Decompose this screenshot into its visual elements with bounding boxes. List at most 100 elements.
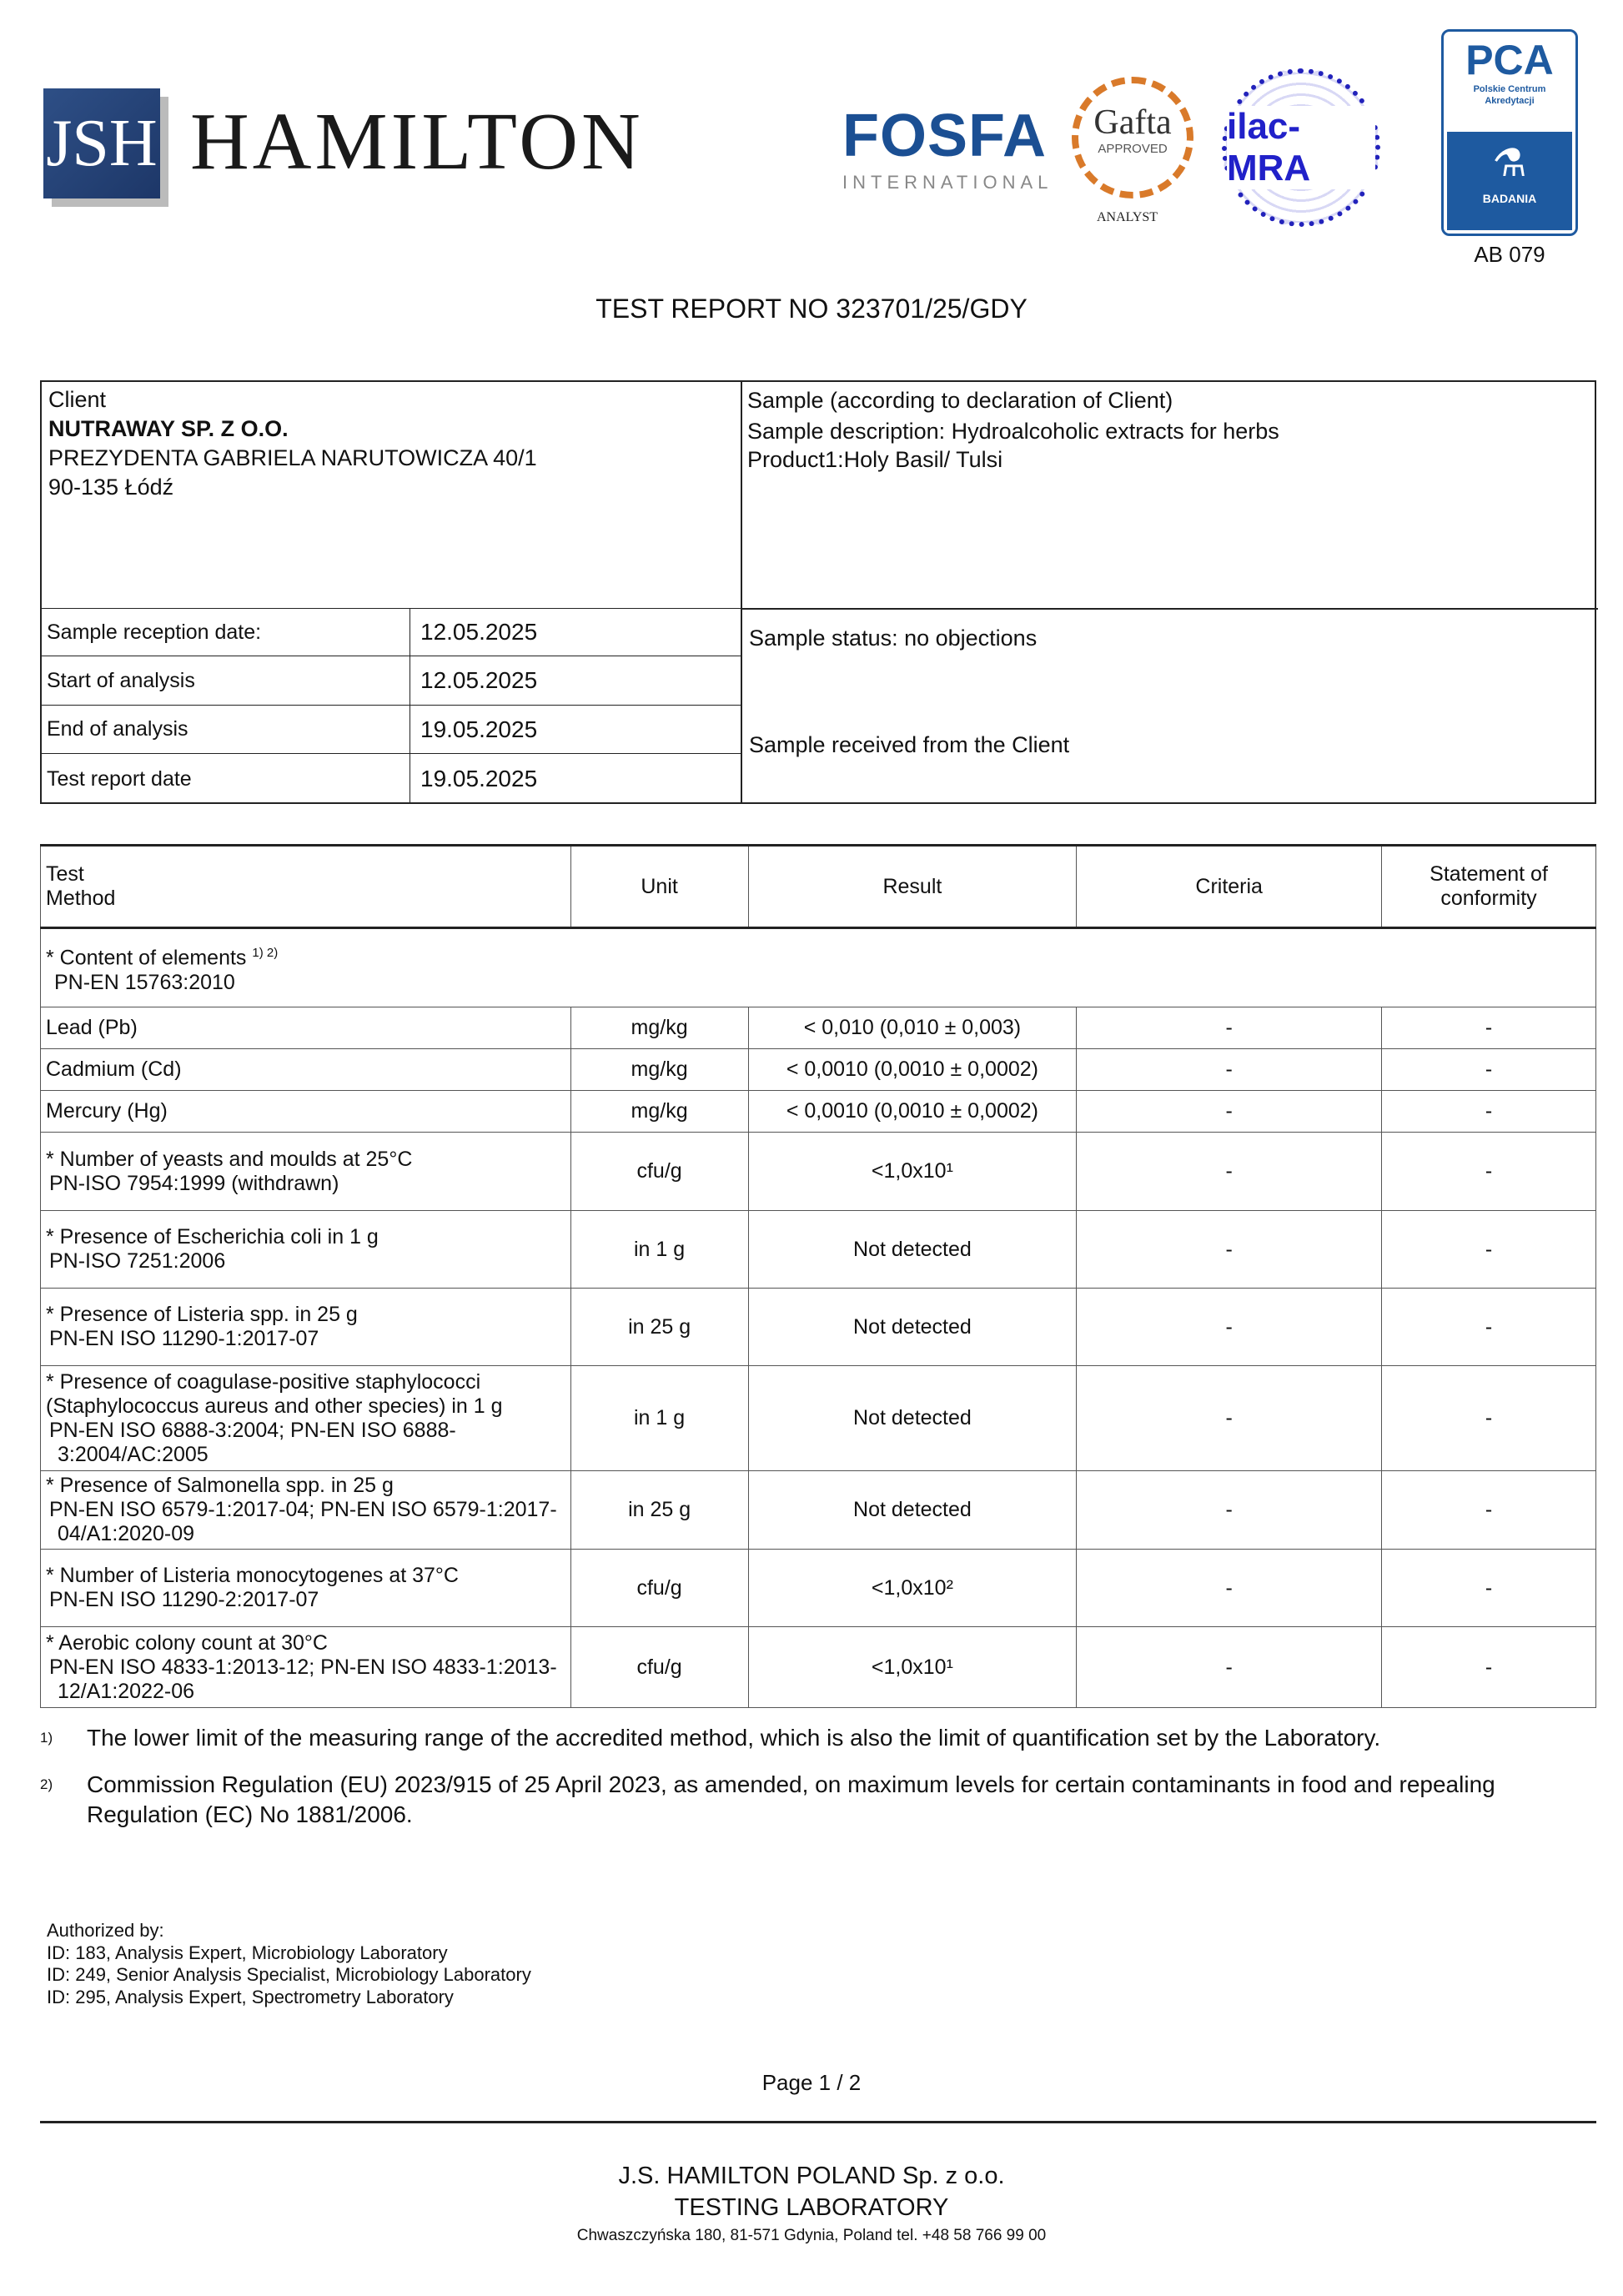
test-method: PN-EN ISO 11290-1:2017-07 — [49, 1327, 319, 1350]
test-method: PN-ISO 7251:2006 — [49, 1249, 226, 1273]
test-name: Mercury (Hg) — [46, 1099, 168, 1123]
client-label: Client — [48, 387, 107, 412]
footnote-mark: 1) — [40, 1730, 53, 1746]
sample-block: Sample (according to declaration of Clie… — [747, 384, 1279, 474]
header-unit: Unit — [570, 844, 749, 929]
unit-cell: in 1 g — [570, 1365, 749, 1471]
footer-company: J.S. HAMILTON POLAND Sp. z o.o. — [618, 2163, 1005, 2189]
result-cell: < 0,0010 (0,0010 ± 0,0002) — [747, 1048, 1078, 1091]
test-cell: * Presence of coagulase-positive staphyl… — [40, 1365, 571, 1471]
unit-cell: mg/kg — [570, 1007, 749, 1049]
test-method: PN-EN ISO 4833-1:2013-12; PN-EN ISO 4833… — [49, 1655, 557, 1703]
unit-cell: cfu/g — [570, 1549, 749, 1627]
date-label: End of analysis — [42, 706, 410, 753]
test-name: * Number of Listeria monocytogenes at 37… — [46, 1564, 459, 1587]
footnote: 2) Commission Regulation (EU) 2023/915 of… — [40, 1770, 1600, 1830]
conformity-cell: - — [1381, 1132, 1596, 1211]
authorized-line: ID: 183, Analysis Expert, Microbiology L… — [47, 1942, 448, 1963]
test-method: PN-ISO 7954:1999 (withdrawn) — [49, 1171, 339, 1195]
authorized-line: ID: 249, Senior Analysis Specialist, Mic… — [47, 1964, 531, 1985]
header-criteria: Criteria — [1076, 844, 1383, 929]
pca-sub1: Polskie Centrum — [1473, 84, 1546, 94]
criteria-cell: - — [1076, 1007, 1383, 1049]
conformity-cell: - — [1381, 1288, 1596, 1366]
gafta-text: Gafta — [1093, 103, 1172, 142]
result-cell: Not detected — [747, 1365, 1078, 1471]
footer-lab: TESTING LABORATORY — [674, 2194, 949, 2221]
sample-product: Product1:Holy Basil/ Tulsi — [747, 447, 1003, 472]
unit-cell: in 25 g — [570, 1288, 749, 1366]
table-row: * Presence of Escherichia coli in 1 g PN-… — [40, 1210, 1596, 1289]
test-cell: * Number of yeasts and moulds at 25°C PN-… — [40, 1132, 571, 1211]
flask-icon: ⚗ — [1492, 141, 1527, 184]
hamilton-logo-mark: JSH — [43, 88, 160, 198]
test-cell: Lead (Pb) — [40, 1007, 571, 1049]
client-address1: PREZYDENTA GABRIELA NARUTOWICZA 40/1 — [48, 445, 537, 470]
date-value: 19.05.2025 — [420, 716, 538, 742]
header-test-method: Test Method — [40, 844, 571, 929]
pca-sub2: Akredytacji — [1485, 96, 1535, 106]
unit-cell: in 25 g — [570, 1470, 749, 1550]
ilac-text: ilac-MRA — [1227, 106, 1375, 189]
result-cell: <1,0x10² — [747, 1549, 1078, 1627]
test-name: * Presence of Escherichia coli in 1 g — [46, 1225, 379, 1248]
fosfa-logo-sub: INTERNATIONAL — [842, 172, 1053, 193]
test-name: * Presence of Salmonella spp. in 25 g — [46, 1474, 394, 1497]
table-row: * Number of yeasts and moulds at 25°C PN-… — [40, 1132, 1596, 1211]
criteria-cell: - — [1076, 1132, 1383, 1211]
group-method: PN-EN 15763:2010 — [54, 970, 235, 994]
results-section: Test Method Unit Result Criteria Statemen… — [40, 844, 1600, 1830]
test-method: PN-EN ISO 6888-3:2004; PN-EN ISO 6888-3:… — [49, 1418, 456, 1466]
footer-divider — [40, 2121, 1596, 2123]
test-cell: * Presence of Salmonella spp. in 25 g PN-… — [40, 1470, 571, 1550]
gafta-approved: APPROVED — [1098, 142, 1168, 156]
criteria-cell: - — [1076, 1048, 1383, 1091]
conformity-cell: - — [1381, 1470, 1596, 1550]
pca-badania: BADANIA — [1482, 192, 1537, 205]
test-name: * Presence of Listeria spp. in 25 g — [46, 1303, 358, 1326]
group-sup: 1) 2) — [252, 946, 279, 961]
gafta-analyst: ANALYST — [1097, 210, 1158, 224]
result-cell: < 0,010 (0,010 ± 0,003) — [747, 1007, 1078, 1049]
test-name: * Presence of coagulase-positive staphyl… — [46, 1369, 503, 1418]
fosfa-logo: FOSFA — [842, 103, 1048, 169]
accreditation-number: AB 079 — [1474, 242, 1545, 267]
unit-cell: cfu/g — [570, 1132, 749, 1211]
table-row: * Presence of Salmonella spp. in 25 g PN-… — [40, 1470, 1596, 1550]
test-name: * Number of yeasts and moulds at 25°C — [46, 1147, 413, 1171]
table-row: * Aerobic colony count at 30°C PN-EN ISO … — [40, 1626, 1596, 1708]
date-row: Test report date 19.05.2025 — [42, 753, 741, 804]
footnote-text: Commission Regulation (EU) 2023/915 of 2… — [87, 1771, 1495, 1827]
header-result: Result — [747, 844, 1078, 929]
result-cell: < 0,0010 (0,0010 ± 0,0002) — [747, 1090, 1078, 1133]
result-cell: Not detected — [747, 1210, 1078, 1289]
test-cell: * Presence of Escherichia coli in 1 g PN-… — [40, 1210, 571, 1289]
table-row: * Presence of Listeria spp. in 25 g PN-EN… — [40, 1288, 1596, 1366]
criteria-cell: - — [1076, 1470, 1383, 1550]
conformity-cell: - — [1381, 1549, 1596, 1627]
client-name: NUTRAWAY SP. Z O.O. — [48, 416, 289, 441]
table-row: Cadmium (Cd) mg/kg < 0,0010 (0,0010 ± 0,00… — [40, 1048, 1596, 1091]
test-name: Lead (Pb) — [46, 1016, 138, 1039]
footer-address: Chwaszczyńska 180, 81-571 Gdynia, Poland… — [576, 2227, 1047, 2244]
conformity-cell: - — [1381, 1365, 1596, 1471]
results-table: Test Method Unit Result Criteria Statemen… — [40, 844, 1596, 1708]
client-block: Client NUTRAWAY SP. Z O.O. PREZYDENTA GA… — [48, 385, 537, 502]
conformity-cell: - — [1381, 1007, 1596, 1049]
conformity-cell: - — [1381, 1626, 1596, 1708]
date-value: 12.05.2025 — [420, 667, 538, 693]
date-value: 19.05.2025 — [420, 766, 538, 791]
result-cell: Not detected — [747, 1288, 1078, 1366]
hamilton-logo-text: HAMILTON — [190, 97, 644, 187]
result-cell: <1,0x10¹ — [747, 1132, 1078, 1211]
pca-text: PCA — [1465, 37, 1554, 83]
test-method: PN-EN ISO 11290-2:2017-07 — [49, 1588, 319, 1611]
sample-description: Sample description: Hydroalcoholic extra… — [747, 419, 1279, 444]
conformity-cell: - — [1381, 1090, 1596, 1133]
criteria-cell: - — [1076, 1288, 1383, 1366]
date-label: Sample reception date: — [42, 609, 410, 656]
table-row: * Presence of coagulase-positive staphyl… — [40, 1365, 1596, 1471]
ilac-mra-logo: ilac-MRA — [1222, 68, 1380, 227]
test-cell: Mercury (Hg) — [40, 1090, 571, 1133]
sample-status: Sample status: no objections — [749, 625, 1038, 651]
